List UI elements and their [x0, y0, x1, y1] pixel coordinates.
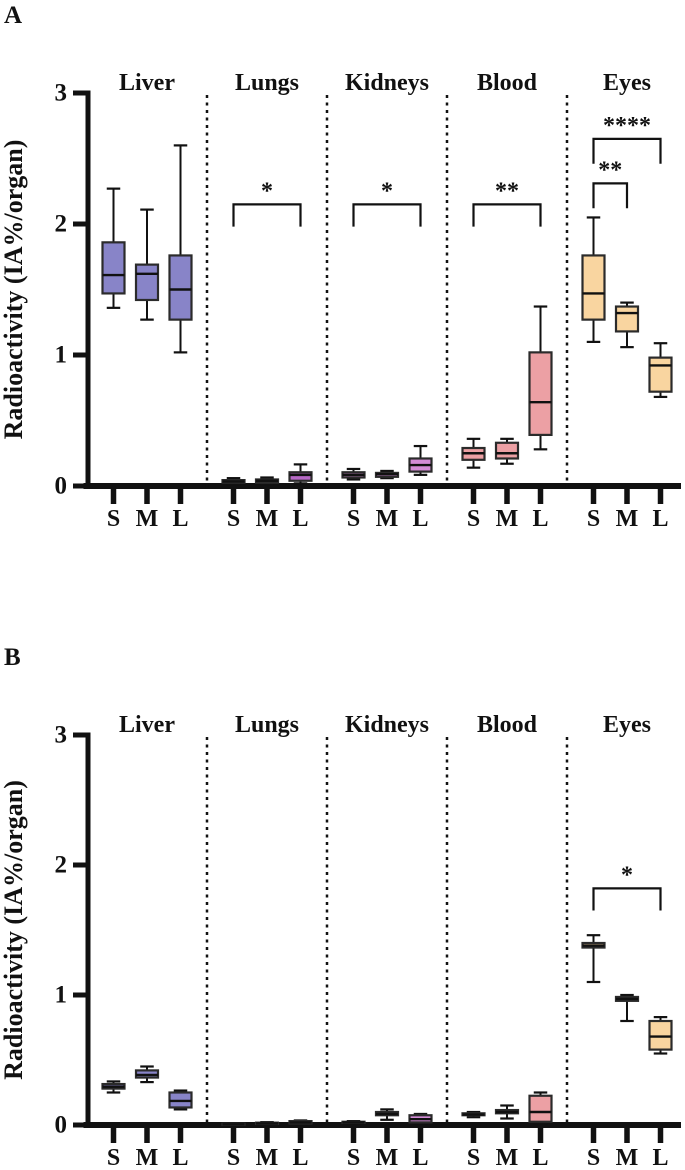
box-blood-m: [494, 441, 520, 460]
sig-label-kidneys: *: [381, 178, 393, 204]
box-liver-l: [168, 254, 193, 321]
x-tick-label-blood-s: S: [467, 506, 480, 532]
x-tick-label-kidneys-s: S: [347, 1145, 360, 1170]
x-tick-label-eyes-m: M: [616, 506, 639, 532]
x-tick-label-blood-l: L: [532, 506, 548, 532]
x-tick-label-kidneys-s: S: [347, 506, 360, 532]
x-tick-label-lungs-m: M: [256, 1145, 279, 1170]
x-tick-label-kidneys-m: M: [376, 506, 399, 532]
sig-label-eyes: ****: [603, 113, 651, 139]
x-tick-label-liver-l: L: [172, 506, 188, 532]
organ-title-blood: Blood: [477, 70, 538, 96]
organ-title-eyes: Eyes: [603, 712, 651, 738]
x-tick-label-eyes-l: L: [652, 506, 668, 532]
y-tick-label: 2: [55, 211, 68, 238]
x-tick-label-liver-m: M: [136, 506, 159, 532]
organ-title-kidneys: Kidneys: [345, 712, 429, 738]
x-tick-label-blood-m: M: [496, 506, 519, 532]
x-tick-label-lungs-l: L: [292, 506, 308, 532]
sig-bracket-blood: [472, 203, 542, 227]
organ-title-lungs: Lungs: [235, 712, 299, 738]
box-eyes-l: [648, 1019, 673, 1051]
x-tick-label-kidneys-l: L: [412, 506, 428, 532]
sig-bracket-eyes: [592, 182, 629, 209]
x-tick-label-lungs-s: S: [227, 1145, 240, 1170]
x-tick-label-liver-l: L: [172, 1145, 188, 1170]
y-tick-label: 0: [55, 473, 68, 500]
y-tick-label: 1: [55, 982, 68, 1009]
box-blood-l: [528, 1094, 553, 1123]
box-eyes-l: [648, 356, 673, 393]
x-tick-label-lungs-m: M: [256, 506, 279, 532]
y-tick-label: 2: [55, 852, 68, 879]
box-lungs-l: [288, 471, 313, 482]
x-tick-label-eyes-l: L: [652, 1145, 668, 1170]
x-tick-label-liver-s: S: [107, 1145, 120, 1170]
panel-a-label: A: [4, 2, 23, 29]
x-tick-label-eyes-s: S: [587, 506, 600, 532]
x-tick-label-kidneys-l: L: [412, 1145, 428, 1170]
x-tick-label-kidneys-m: M: [376, 1145, 399, 1170]
box-blood-l: [528, 351, 553, 437]
organ-title-blood: Blood: [477, 712, 538, 738]
organ-title-lungs: Lungs: [235, 70, 299, 96]
y-tick-label: 3: [55, 80, 68, 107]
organ-title-liver: Liver: [119, 70, 175, 96]
sig-bracket-lungs: [232, 203, 302, 227]
x-tick-label-lungs-l: L: [292, 1145, 308, 1170]
sig-label-eyes: **: [598, 157, 622, 183]
sig-label-lungs: *: [261, 178, 273, 204]
y-tick-label: 1: [55, 342, 68, 369]
box-eyes-s: [581, 254, 606, 321]
sig-bracket-eyes: [592, 887, 662, 911]
sig-label-blood: **: [495, 178, 519, 204]
sig-bracket-kidneys: [352, 203, 422, 227]
x-tick-label-lungs-s: S: [227, 506, 240, 532]
x-tick-label-eyes-s: S: [587, 1145, 600, 1170]
y-tick-label: 0: [55, 1112, 68, 1139]
x-tick-label-blood-s: S: [467, 1145, 480, 1170]
x-tick-label-liver-s: S: [107, 506, 120, 532]
y-axis-title: Radioactivity (IA%/organ): [0, 140, 28, 440]
sig-bracket-eyes: [592, 137, 662, 164]
x-tick-label-eyes-m: M: [616, 1145, 639, 1170]
x-tick-label-liver-m: M: [136, 1145, 159, 1170]
box-liver-s: [101, 241, 126, 295]
x-tick-label-blood-l: L: [532, 1145, 548, 1170]
organ-title-liver: Liver: [119, 712, 175, 738]
panel-b-label: B: [4, 644, 21, 671]
box-liver-m: [134, 263, 160, 302]
organ-title-kidneys: Kidneys: [345, 70, 429, 96]
organ-title-eyes: Eyes: [603, 70, 651, 96]
box-eyes-m: [614, 305, 640, 333]
sig-label-eyes: *: [621, 862, 633, 888]
y-axis-title: Radioactivity (IA%/organ): [0, 780, 28, 1080]
y-tick-label: 3: [55, 722, 68, 749]
x-tick-label-blood-m: M: [496, 1145, 519, 1170]
